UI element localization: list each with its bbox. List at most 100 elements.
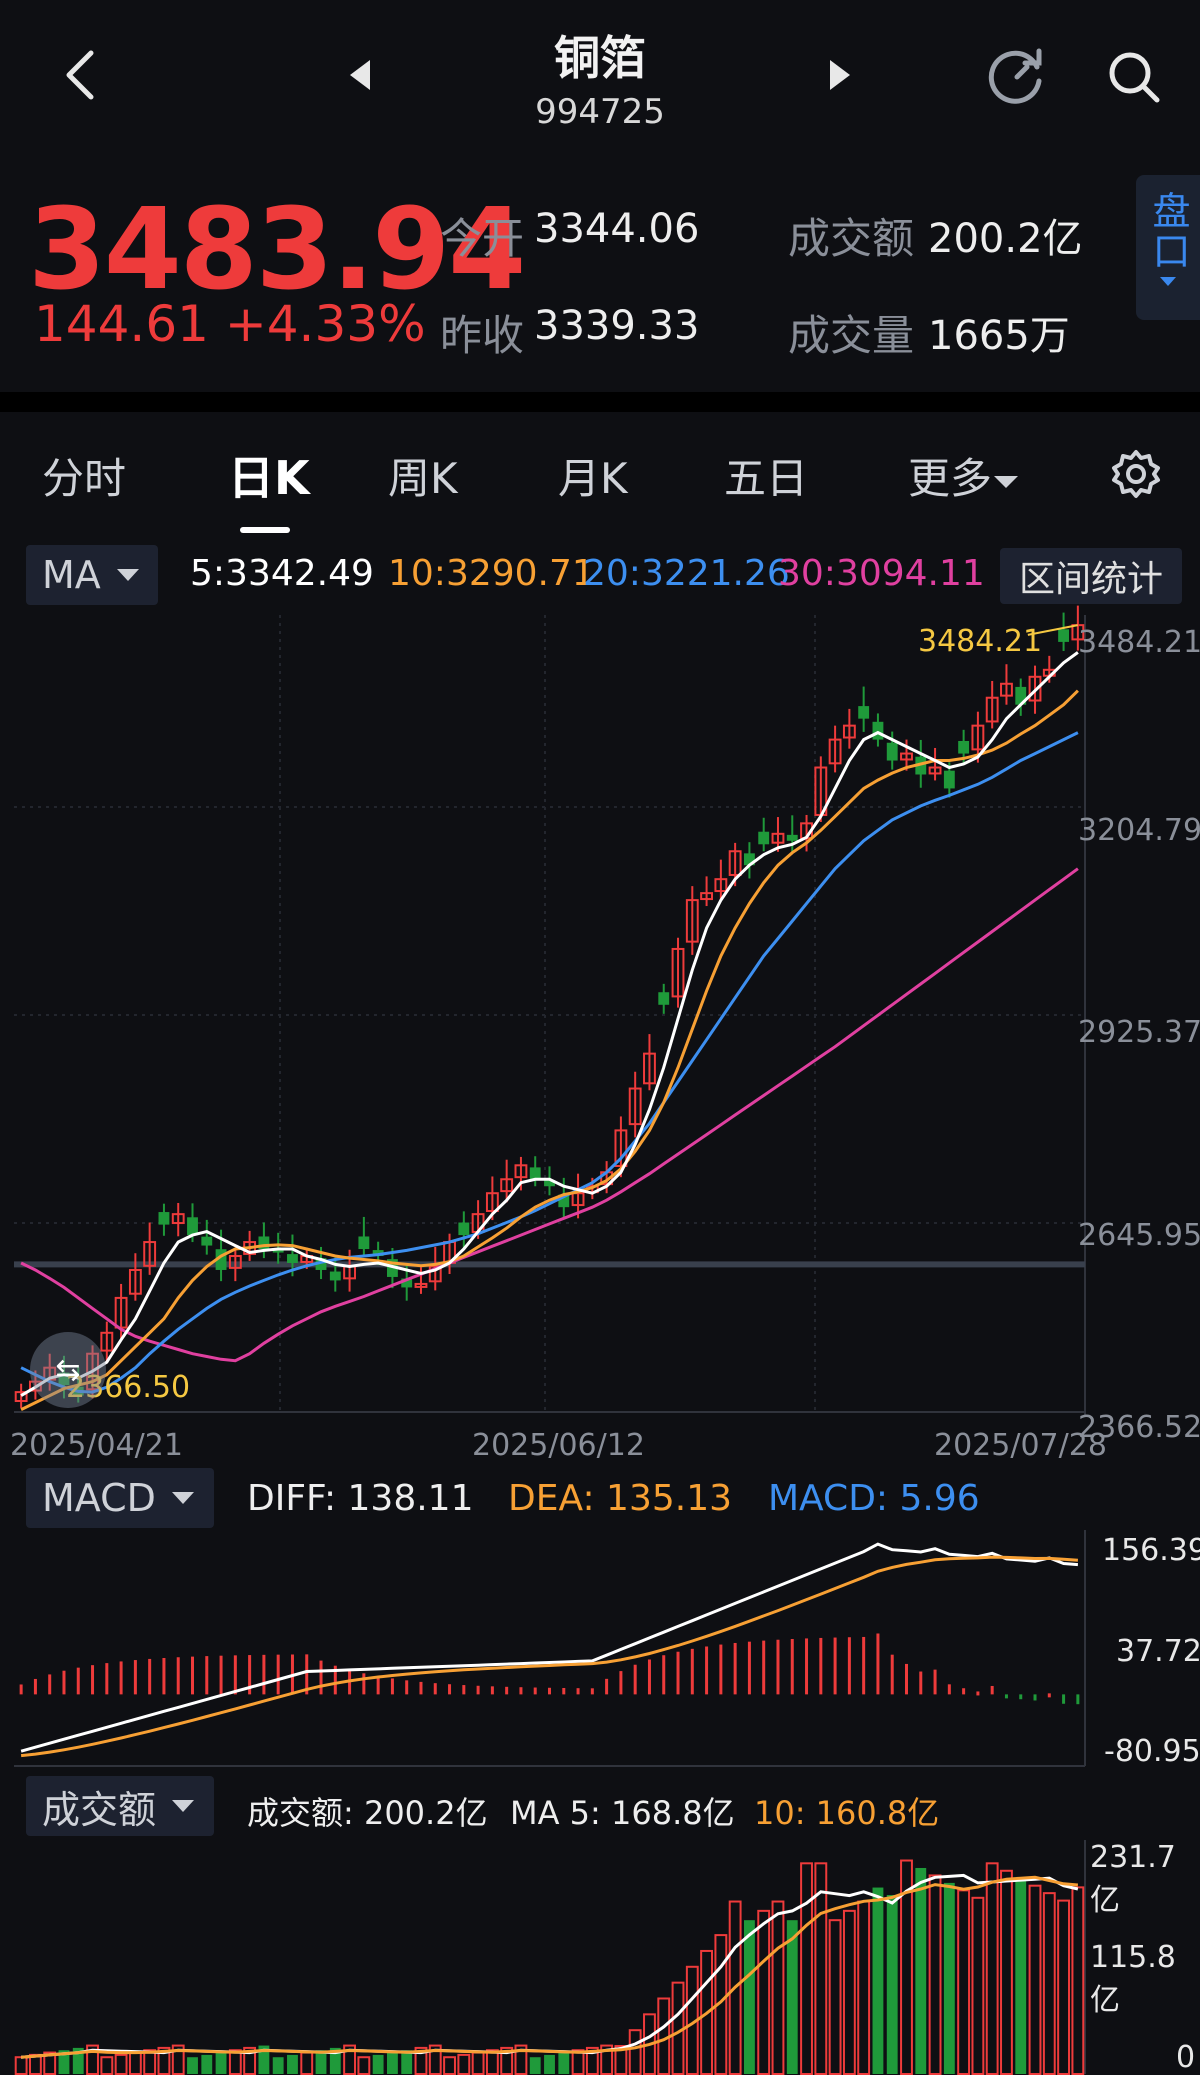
macd-bar xyxy=(319,1660,323,1695)
turnover-bar xyxy=(1015,1878,1027,2074)
macd-bar xyxy=(633,1664,637,1695)
turnover-bar xyxy=(1042,1892,1056,2075)
turnover-bar xyxy=(471,2051,485,2075)
tab-daily-k[interactable]: 日K xyxy=(228,451,310,505)
y-label-4: 2645.95 xyxy=(1078,1218,1200,1253)
y-label-3: 2925.37 xyxy=(1078,1015,1200,1050)
macd-bar xyxy=(548,1687,551,1695)
candle-body xyxy=(643,1052,656,1085)
macd-bar xyxy=(819,1637,823,1695)
turnover-dropdown[interactable]: 成交额 xyxy=(26,1776,214,1836)
price-change: 144.61 +4.33% xyxy=(34,295,426,353)
candle-body xyxy=(685,899,699,943)
caret-down-icon xyxy=(1160,277,1176,286)
candle-body xyxy=(915,756,927,775)
macd-bar xyxy=(219,1655,223,1695)
turnover-bar xyxy=(114,2053,128,2075)
candle-body xyxy=(858,706,870,719)
macd-dropdown[interactable]: MACD xyxy=(26,1468,214,1528)
tab-five-day[interactable]: 五日 xyxy=(724,454,809,503)
turnover-dropdown-label: 成交额 xyxy=(42,1787,157,1832)
turnover-bar xyxy=(886,1895,898,2074)
turnover-bar xyxy=(915,1867,927,2074)
turnover-bar xyxy=(628,2029,642,2075)
caret-down-icon xyxy=(171,1492,194,1504)
macd-bar xyxy=(733,1642,737,1695)
macd-bar xyxy=(690,1648,694,1695)
candle-body xyxy=(728,850,742,876)
macd-bar xyxy=(19,1684,23,1695)
ma-dropdown-label: MA xyxy=(42,553,101,597)
tab-more[interactable]: 更多 xyxy=(908,445,1019,506)
search-icon[interactable] xyxy=(1102,45,1166,109)
macd-bar xyxy=(876,1633,880,1695)
macd-bar xyxy=(533,1687,537,1695)
turnover-value: 200.2亿 xyxy=(928,216,1083,262)
turnover-bar xyxy=(1000,1869,1013,2075)
turnover-bar xyxy=(786,1920,798,2074)
macd-bar xyxy=(76,1667,80,1695)
turnover-bar xyxy=(187,2057,198,2074)
macd-bar xyxy=(790,1639,794,1695)
tab-more-label: 更多 xyxy=(908,454,993,503)
low-marker: 2366.50 xyxy=(66,1370,191,1405)
panel-button[interactable]: 盘口 xyxy=(1136,175,1200,320)
candle-body xyxy=(201,1236,213,1246)
candle-body xyxy=(628,1087,642,1126)
ma10-line xyxy=(20,689,1079,1411)
kline-chart[interactable] xyxy=(0,605,1200,1445)
prev-stock-icon[interactable] xyxy=(340,50,380,100)
macd-bar xyxy=(462,1685,466,1695)
range-stats-button[interactable]: 区间统计 xyxy=(1000,548,1182,604)
turnover-bar xyxy=(971,1896,985,2075)
macd-bar xyxy=(862,1636,866,1695)
macd-bar xyxy=(962,1688,966,1695)
dea-line xyxy=(20,1555,1079,1758)
macd-bar xyxy=(433,1683,437,1695)
macd-bar xyxy=(176,1657,180,1695)
macd-bar xyxy=(490,1686,494,1695)
tab-monthly-k[interactable]: 月K xyxy=(558,454,628,503)
refresh-icon[interactable] xyxy=(985,45,1049,109)
macd-y-label-1: 156.39 xyxy=(1102,1533,1200,1568)
macd-bar xyxy=(619,1671,623,1695)
tab-weekly-k[interactable]: 周K xyxy=(388,454,458,503)
macd-bar xyxy=(448,1684,452,1695)
candle-body xyxy=(58,1372,70,1386)
candle-body xyxy=(529,1167,541,1180)
turnover-bar xyxy=(329,2047,341,2074)
panel-button-label: 盘口 xyxy=(1146,191,1190,271)
candle-body xyxy=(86,1352,99,1391)
macd-bar xyxy=(333,1665,337,1695)
vol-y-label-3: 0 xyxy=(1176,2040,1196,2075)
candle-body xyxy=(500,1178,514,1193)
macd-bar xyxy=(947,1684,951,1695)
candle-body xyxy=(287,1254,298,1263)
crosshair-toggle-icon[interactable]: ⇆ xyxy=(30,1332,106,1408)
ma30-value: 30:3094.11 xyxy=(778,553,985,594)
candle-body xyxy=(414,1282,428,1288)
back-icon[interactable] xyxy=(50,45,110,105)
macd-chart[interactable] xyxy=(0,1530,1200,1770)
macd-bar xyxy=(976,1691,980,1696)
candle-body xyxy=(372,1250,384,1257)
ma20-value: 20:3221.26 xyxy=(583,553,790,594)
open-label: 今开 xyxy=(440,214,525,263)
candle-body xyxy=(358,1236,370,1250)
next-stock-icon[interactable] xyxy=(820,50,860,100)
macd-bar xyxy=(162,1658,166,1695)
candle-body xyxy=(971,724,985,751)
macd-dropdown-label: MACD xyxy=(42,1476,156,1520)
candle-body xyxy=(329,1271,341,1281)
ma-dropdown[interactable]: MA xyxy=(26,545,158,605)
ma10-value: 10:3290.71 xyxy=(388,553,595,594)
macd-bar xyxy=(205,1656,209,1695)
tab-timeshare[interactable]: 分时 xyxy=(42,454,127,503)
stock-code: 994725 xyxy=(535,92,665,132)
ma5-line xyxy=(20,651,1079,1397)
turnover-chart[interactable] xyxy=(0,1840,1200,2075)
turnover-bar xyxy=(201,2054,213,2074)
diff-value: DIFF: 138.11 xyxy=(247,1478,474,1519)
macd-value: MACD: 5.96 xyxy=(768,1478,980,1519)
settings-icon[interactable] xyxy=(1108,446,1164,502)
